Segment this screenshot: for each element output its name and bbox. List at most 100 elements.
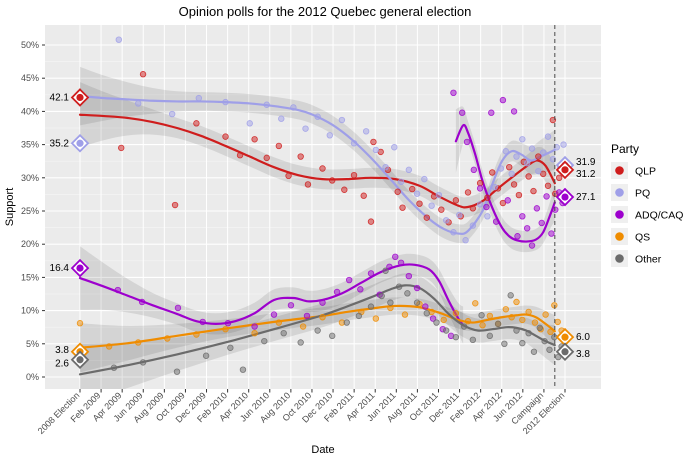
trend-line-other xyxy=(78,284,556,376)
poll-point xyxy=(350,140,358,147)
poll-point xyxy=(502,306,510,313)
poll-point xyxy=(539,170,547,178)
poll-point xyxy=(319,299,326,306)
chart-title: Opinion polls for the 2012 Quebec genera… xyxy=(179,4,472,19)
poll-point xyxy=(270,311,278,318)
poll-point xyxy=(497,165,505,172)
poll-point xyxy=(479,322,486,329)
poll-point xyxy=(486,332,494,340)
legend-label: Other xyxy=(635,254,662,266)
poll-point xyxy=(164,335,171,342)
legend-layer: Party QLP PQ ADQ/CAQ QS Other xyxy=(611,142,683,267)
poll-point xyxy=(395,283,403,290)
poll-point xyxy=(404,290,411,297)
poll-point xyxy=(513,153,520,160)
poll-point xyxy=(452,333,460,341)
poll-point xyxy=(525,308,532,316)
trend-line-pq xyxy=(78,95,556,235)
poll-point xyxy=(413,190,421,197)
poll-point xyxy=(478,312,485,319)
poll-point xyxy=(387,304,394,312)
result-value-label: 31.9 xyxy=(576,157,596,168)
result-value-label: 3.8 xyxy=(55,345,69,356)
poll-point xyxy=(105,343,113,350)
poll-point xyxy=(297,153,304,160)
result-right-qlp: 31.2 xyxy=(555,160,596,180)
result-value-label: 42.1 xyxy=(50,92,70,103)
poll-point xyxy=(469,222,477,229)
result-dot xyxy=(76,264,84,272)
poll-point xyxy=(367,303,375,310)
poll-point xyxy=(530,187,537,195)
poll-point xyxy=(543,193,550,200)
poll-point xyxy=(193,120,200,127)
poll-point xyxy=(494,320,502,328)
poll-point xyxy=(297,339,304,346)
poll-point xyxy=(486,312,494,320)
poll-point xyxy=(525,329,532,337)
poll-point xyxy=(195,94,203,102)
poll-point xyxy=(319,314,326,321)
result-dot xyxy=(76,93,84,102)
poll-point xyxy=(357,286,364,293)
y-tick-label: 10% xyxy=(21,306,39,316)
poll-point xyxy=(442,327,450,334)
x-axis-title: Date xyxy=(311,444,334,456)
poll-point xyxy=(399,204,406,211)
confidence-band-pq xyxy=(80,66,555,244)
poll-point xyxy=(539,149,547,156)
poll-point xyxy=(549,156,557,163)
poll-point xyxy=(382,267,389,274)
gridlines xyxy=(45,25,601,389)
poll-point xyxy=(139,71,147,78)
legend-label: ADQ/CAQ xyxy=(635,210,683,222)
poll-point xyxy=(314,113,321,120)
poll-point xyxy=(544,182,552,189)
poll-point xyxy=(329,332,336,340)
poll-point xyxy=(501,340,508,347)
poll-point xyxy=(261,337,268,345)
poll-point xyxy=(442,217,450,224)
poll-point xyxy=(530,348,538,355)
poll-point xyxy=(428,202,435,209)
poll-point xyxy=(413,284,421,292)
y-tick-label: 0% xyxy=(26,372,39,382)
poll-point xyxy=(470,166,478,174)
poll-point xyxy=(326,132,333,139)
result-right-other: 3.8 xyxy=(555,342,590,362)
poll-point xyxy=(134,100,142,107)
poll-point xyxy=(528,242,536,249)
poll-point xyxy=(489,169,496,176)
poll-point xyxy=(391,144,398,151)
poll-point xyxy=(541,337,548,345)
poll-point xyxy=(463,138,471,146)
poll-point xyxy=(409,185,416,193)
legend-item-qlp: QLP xyxy=(611,162,656,179)
y-tick-label: 45% xyxy=(21,73,39,83)
confidence-band-adqcaq xyxy=(455,106,555,253)
result-value-label: 31.2 xyxy=(576,169,596,180)
poll-point xyxy=(483,203,490,211)
poll-point xyxy=(382,163,389,171)
poll-point xyxy=(450,89,457,97)
poll-point xyxy=(506,163,513,171)
legend-dot-icon xyxy=(615,232,624,241)
y-axis-title: Support xyxy=(4,188,16,227)
poll-point xyxy=(386,263,393,270)
poll-point xyxy=(302,125,309,132)
scatter-adqcaq xyxy=(114,89,566,340)
poll-point xyxy=(76,320,84,327)
poll-point xyxy=(433,319,440,326)
result-left-qlp: 42.1 xyxy=(50,88,90,107)
poll-point xyxy=(239,366,247,373)
legend-item-qs: QS xyxy=(611,228,650,245)
poll-point xyxy=(193,331,200,338)
poll-point xyxy=(278,115,285,122)
result-value-label: 16.4 xyxy=(50,263,70,274)
poll-point xyxy=(341,186,348,193)
poll-point xyxy=(401,311,409,318)
scatter-pq xyxy=(115,36,567,244)
panel-layer: 0%5%10%15%20%25%30%35%40%45%50%2008 Elec… xyxy=(21,25,601,436)
poll-point xyxy=(464,189,472,196)
